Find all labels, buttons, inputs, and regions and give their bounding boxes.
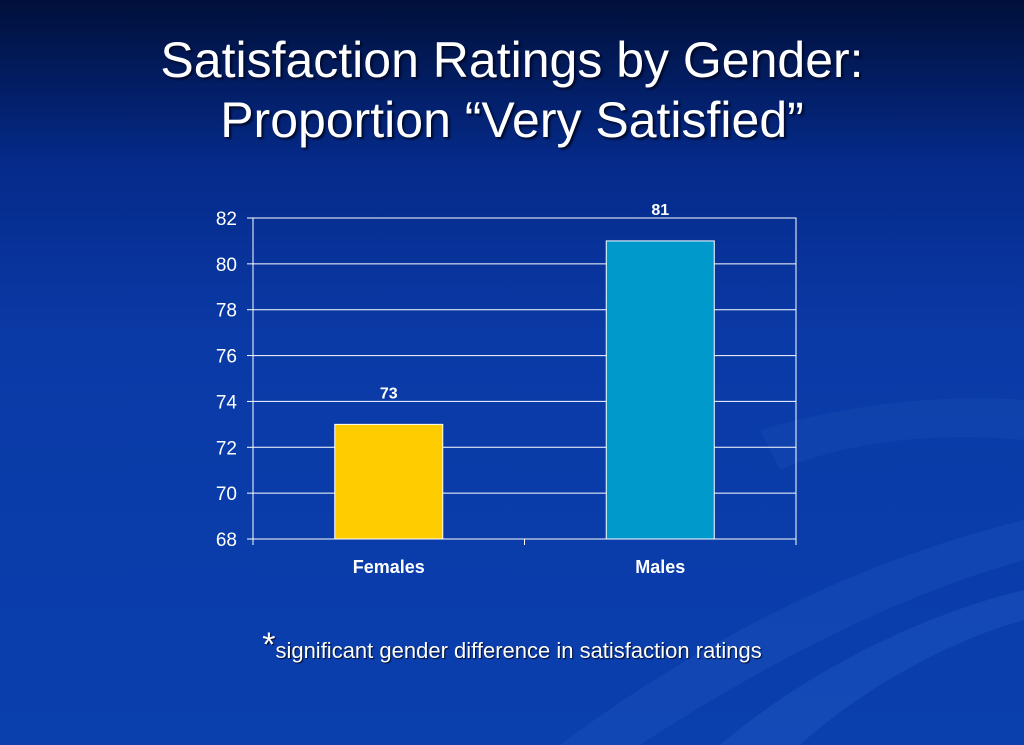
y-tick-label: 82: [216, 209, 237, 230]
footnote-asterisk: *: [262, 626, 276, 664]
y-tick-label: 74: [216, 392, 238, 413]
y-tick-label: 72: [216, 438, 237, 459]
bar-males: [605, 240, 715, 540]
y-tick-label: 76: [216, 347, 237, 368]
y-tick-label: 70: [216, 484, 237, 505]
footnote-text: significant gender difference in satisfa…: [275, 638, 762, 663]
title-line-1: Satisfaction Ratings by Gender:: [160, 32, 864, 88]
title-line-2: Proportion “Very Satisfied”: [220, 92, 804, 148]
slide-title: Satisfaction Ratings by Gender: Proporti…: [0, 30, 1024, 150]
bar-females: [334, 423, 444, 540]
y-tick-label: 68: [216, 530, 237, 551]
x-tick-label-males: Males: [635, 557, 685, 577]
footnote: *significant gender difference in satisf…: [0, 626, 1024, 665]
x-tick-label-females: Females: [353, 557, 425, 577]
data-label-males: 81: [651, 202, 669, 219]
data-label-females: 73: [380, 385, 398, 402]
y-tick-label: 78: [216, 301, 237, 322]
y-tick-label: 80: [216, 255, 237, 276]
